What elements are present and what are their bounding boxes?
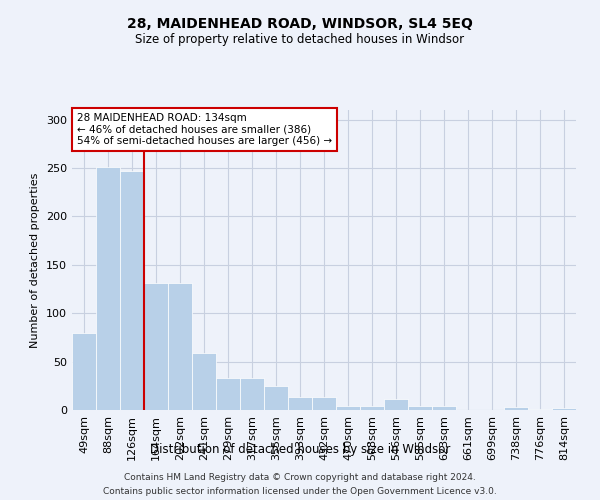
Bar — [504, 407, 528, 410]
Bar — [240, 378, 264, 410]
Bar — [96, 167, 120, 410]
Bar — [288, 398, 312, 410]
Text: 28, MAIDENHEAD ROAD, WINDSOR, SL4 5EQ: 28, MAIDENHEAD ROAD, WINDSOR, SL4 5EQ — [127, 18, 473, 32]
Text: Distribution of detached houses by size in Windsor: Distribution of detached houses by size … — [150, 444, 450, 456]
Text: 28 MAIDENHEAD ROAD: 134sqm
← 46% of detached houses are smaller (386)
54% of sem: 28 MAIDENHEAD ROAD: 134sqm ← 46% of deta… — [77, 113, 332, 146]
Bar — [528, 409, 552, 410]
Bar — [216, 378, 240, 410]
Bar — [144, 283, 168, 410]
Text: Contains public sector information licensed under the Open Government Licence v3: Contains public sector information licen… — [103, 486, 497, 496]
Bar — [168, 283, 192, 410]
Bar — [312, 398, 336, 410]
Bar — [72, 332, 96, 410]
Text: Size of property relative to detached houses in Windsor: Size of property relative to detached ho… — [136, 32, 464, 46]
Bar — [264, 386, 288, 410]
Y-axis label: Number of detached properties: Number of detached properties — [31, 172, 40, 348]
Bar — [384, 400, 408, 410]
Bar — [408, 406, 432, 410]
Bar — [360, 406, 384, 410]
Bar — [192, 353, 216, 410]
Text: Contains HM Land Registry data © Crown copyright and database right 2024.: Contains HM Land Registry data © Crown c… — [124, 473, 476, 482]
Bar — [432, 406, 456, 410]
Bar — [552, 408, 576, 410]
Bar — [120, 171, 144, 410]
Bar — [336, 406, 360, 410]
